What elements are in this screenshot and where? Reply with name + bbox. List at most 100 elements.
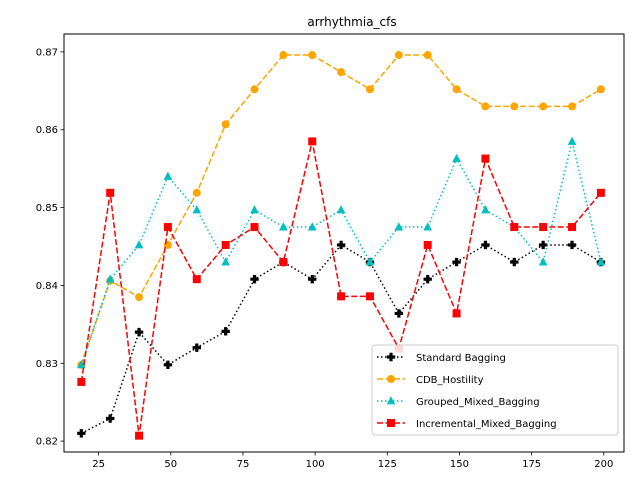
data-point <box>596 257 606 266</box>
legend: Standard Bagging CDB_Hostility Grouped_Mix… <box>371 344 619 436</box>
data-point <box>568 102 577 111</box>
data-point <box>279 51 288 60</box>
data-point <box>510 102 519 111</box>
data-point <box>423 222 433 231</box>
data-point <box>394 222 404 231</box>
data-point <box>481 205 490 214</box>
y-tick-label: 0.87 <box>36 47 58 58</box>
data-point <box>336 205 346 214</box>
y-tick-label: 0.83 <box>36 359 58 370</box>
x-tick-label: 125 <box>378 459 397 470</box>
series-2 <box>77 136 606 369</box>
data-point <box>250 223 259 232</box>
data-point <box>596 85 605 94</box>
x-tick-label: 200 <box>594 459 613 470</box>
data-point <box>192 275 201 284</box>
legend-item: Incremental_Mixed_Bagging <box>377 419 557 430</box>
legend-label: Grouped_Mixed_Bagging <box>416 397 540 408</box>
legend-marker <box>387 419 395 427</box>
data-point <box>538 240 548 250</box>
data-point <box>568 223 577 232</box>
x-tick-label: 100 <box>306 459 325 470</box>
data-point <box>481 154 490 163</box>
legend-label: Standard Bagging <box>416 353 506 364</box>
data-point <box>365 85 374 94</box>
data-point <box>481 102 490 111</box>
data-point <box>135 293 144 302</box>
series-0 <box>77 240 606 438</box>
y-tick-label: 0.86 <box>36 125 58 136</box>
plot-area-frame <box>63 33 625 453</box>
data-point <box>163 360 173 370</box>
data-point <box>423 274 432 284</box>
y-tick-label: 0.84 <box>36 281 58 292</box>
data-point <box>452 153 461 162</box>
data-point <box>337 292 346 301</box>
legend-marker <box>386 396 396 405</box>
legend-item: CDB_Hostility <box>377 375 484 386</box>
data-point <box>510 257 519 267</box>
x-tick-label: 75 <box>237 459 250 470</box>
data-point <box>567 240 577 250</box>
data-point <box>221 257 230 266</box>
data-point <box>538 257 548 266</box>
data-point <box>337 68 346 77</box>
data-point <box>481 240 490 250</box>
data-point <box>510 223 519 232</box>
data-point <box>134 240 144 249</box>
legend-item: Standard Bagging <box>377 352 506 364</box>
chart-title: arrhythmia_cfs <box>307 15 396 29</box>
data-point <box>105 414 115 423</box>
data-point <box>539 102 548 111</box>
data-point <box>423 240 432 249</box>
data-point <box>77 377 86 386</box>
legend-label: CDB_Hostility <box>416 375 484 386</box>
data-point <box>336 240 346 250</box>
data-point <box>250 274 259 284</box>
data-point <box>423 51 432 60</box>
data-point <box>221 120 230 129</box>
x-tick-label: 50 <box>164 459 177 470</box>
data-point <box>163 171 173 180</box>
data-point <box>307 222 317 231</box>
data-point <box>452 257 461 267</box>
data-point <box>279 258 288 267</box>
data-point <box>250 205 259 214</box>
data-point <box>452 309 461 318</box>
legend-item: Grouped_Mixed_Bagging <box>377 396 540 408</box>
data-point <box>221 240 230 249</box>
x-tick-label: 25 <box>92 459 105 470</box>
axes-layer: 25 50 75 100 125 150 175 200 0.82 0.83 0.84 0.85 0.8… <box>36 47 614 470</box>
legend-label: Incremental_Mixed_Bagging <box>416 419 557 430</box>
data-point <box>163 223 172 232</box>
data-point <box>394 309 404 318</box>
data-point <box>365 292 374 301</box>
data-point <box>308 51 317 60</box>
series-layer <box>77 51 606 440</box>
data-point <box>192 343 201 352</box>
data-point <box>539 223 548 232</box>
data-point <box>192 205 202 214</box>
legend-marker <box>386 352 396 362</box>
data-point <box>308 137 317 146</box>
data-point <box>221 327 230 336</box>
data-point <box>77 360 86 369</box>
x-tick-label: 150 <box>450 459 469 470</box>
data-point <box>596 188 605 197</box>
y-tick-label: 0.82 <box>36 437 58 448</box>
data-point <box>394 51 403 60</box>
data-point <box>77 429 86 438</box>
x-tick-label: 175 <box>522 459 541 470</box>
data-point <box>279 222 288 231</box>
data-point <box>105 274 115 283</box>
legend-box <box>371 344 619 436</box>
y-tick-label: 0.85 <box>36 203 58 214</box>
data-point <box>134 327 144 337</box>
data-point <box>308 274 317 284</box>
data-point <box>135 431 144 440</box>
legend-marker <box>387 375 395 383</box>
data-point <box>452 85 461 94</box>
data-point <box>365 257 375 266</box>
data-point <box>192 188 201 197</box>
